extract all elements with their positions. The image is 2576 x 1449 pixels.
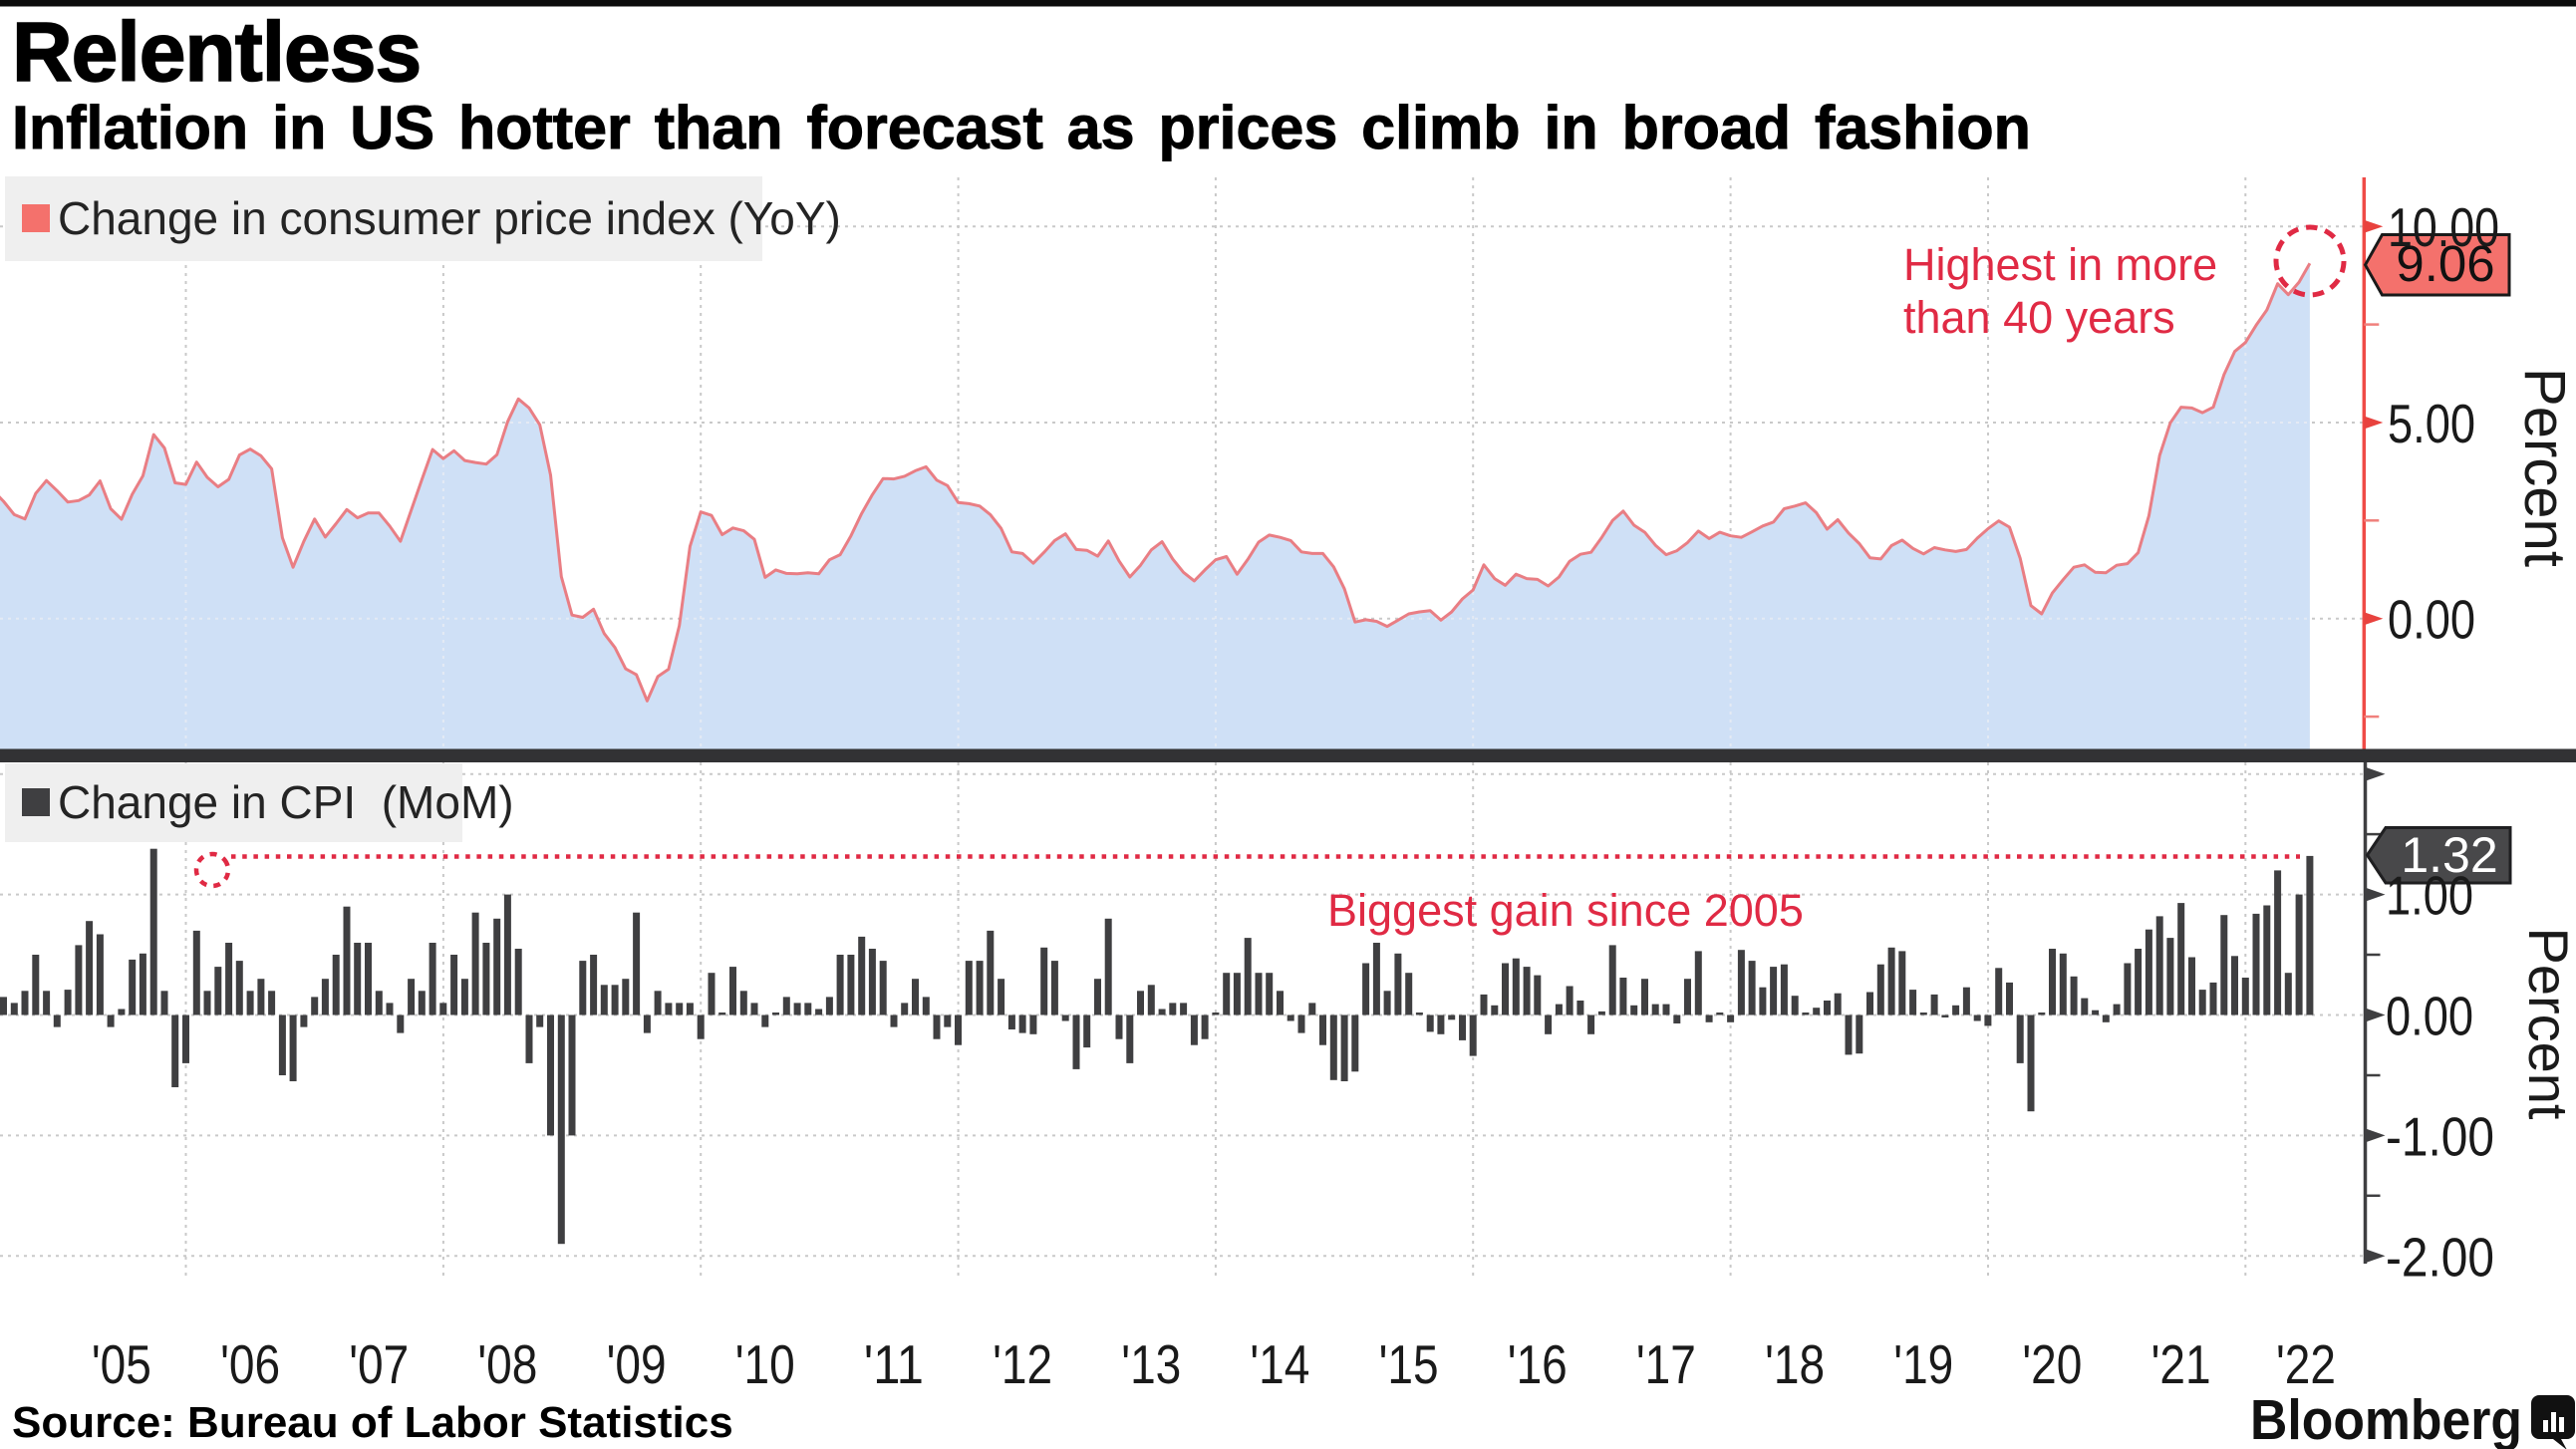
svg-text:than 40 years: than 40 years xyxy=(1903,292,2175,343)
svg-text:'19: '19 xyxy=(1893,1333,1953,1395)
svg-text:Highest in more: Highest in more xyxy=(1903,239,2217,290)
svg-text:Percent: Percent xyxy=(2517,928,2576,1120)
svg-text:Bloomberg: Bloomberg xyxy=(2250,1388,2522,1449)
svg-text:-2.00: -2.00 xyxy=(2386,1226,2494,1288)
svg-text:'12: '12 xyxy=(993,1333,1052,1395)
svg-text:Source: Bureau of Labor Statis: Source: Bureau of Labor Statistics xyxy=(12,1398,733,1447)
svg-text:Change in consumer price index: Change in consumer price index (YoY) xyxy=(58,192,841,244)
svg-text:'06: '06 xyxy=(220,1333,280,1395)
svg-text:'10: '10 xyxy=(735,1333,795,1395)
svg-text:9.06: 9.06 xyxy=(2396,235,2494,292)
svg-text:'18: '18 xyxy=(1765,1333,1825,1395)
svg-text:Relentless: Relentless xyxy=(12,5,421,99)
svg-text:'07: '07 xyxy=(349,1333,409,1395)
svg-text:'17: '17 xyxy=(1636,1333,1696,1395)
svg-text:10.00: 10.00 xyxy=(2388,196,2499,258)
svg-text:'15: '15 xyxy=(1379,1333,1439,1395)
svg-text:'22: '22 xyxy=(2276,1333,2336,1395)
svg-text:1.00: 1.00 xyxy=(2386,865,2473,927)
svg-text:'05: '05 xyxy=(92,1333,151,1395)
svg-text:5.00: 5.00 xyxy=(2388,393,2475,454)
svg-text:'16: '16 xyxy=(1508,1333,1568,1395)
svg-text:'09: '09 xyxy=(607,1333,667,1395)
svg-text:'14: '14 xyxy=(1250,1333,1309,1395)
svg-text:Percent: Percent xyxy=(2512,368,2576,567)
svg-text:Biggest gain since 2005: Biggest gain since 2005 xyxy=(1327,885,1804,936)
svg-text:0.00: 0.00 xyxy=(2386,986,2473,1047)
svg-text:'11: '11 xyxy=(864,1333,924,1395)
svg-text:'13: '13 xyxy=(1121,1333,1181,1395)
svg-text:-1.00: -1.00 xyxy=(2386,1105,2494,1167)
svg-text:'20: '20 xyxy=(2022,1333,2082,1395)
svg-text:1.32: 1.32 xyxy=(2401,827,2497,883)
svg-text:Inflation in US hotter than fo: Inflation in US hotter than forecast as … xyxy=(12,94,2031,161)
svg-text:'21: '21 xyxy=(2151,1333,2211,1395)
svg-text:Change in CPI (MoM): Change in CPI (MoM) xyxy=(58,776,514,828)
svg-text:'08: '08 xyxy=(477,1333,537,1395)
svg-text:0.00: 0.00 xyxy=(2388,589,2475,651)
